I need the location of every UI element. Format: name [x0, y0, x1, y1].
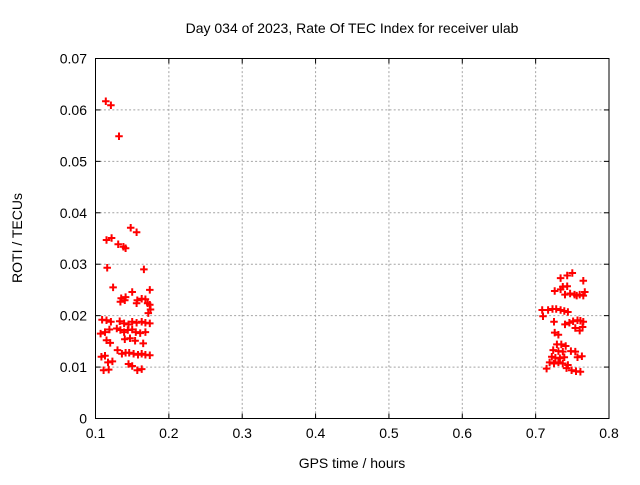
x-tick-label: 0.3 [232, 425, 252, 441]
data-point [132, 228, 141, 237]
data-point [564, 308, 572, 316]
data-point [141, 295, 150, 303]
data-point [559, 359, 567, 368]
data-point [121, 244, 130, 253]
data-point [132, 299, 141, 308]
data-point [556, 285, 565, 294]
plot-frame [95, 58, 610, 419]
data-point [565, 319, 574, 327]
x-axis-label: GPS time / hours [299, 455, 406, 471]
x-tick-label: 0.4 [306, 425, 326, 441]
data-point [571, 347, 580, 356]
y-axis-label: ROTI / TECUs [9, 193, 25, 283]
y-tick-label: 0.03 [60, 256, 87, 272]
data-point [144, 309, 153, 317]
data-point [126, 334, 134, 343]
y-tick-label: 0 [79, 411, 87, 427]
data-point [581, 288, 589, 296]
data-point [563, 271, 571, 280]
data-point [545, 358, 554, 367]
data-point [107, 101, 115, 110]
data-point [550, 287, 559, 295]
x-tick-label: 0.1 [86, 425, 106, 441]
data-point [554, 330, 563, 339]
data-point [101, 352, 109, 360]
tick-labels-layer: 0.1 0.2 0.3 0.4 0.5 0.6 0.7 0.8 0 0.01 0.02 0.03 0.0… [60, 51, 619, 442]
data-point [560, 353, 569, 362]
data-point [126, 223, 135, 232]
y-tick-label: 0.04 [60, 205, 87, 221]
data-point [141, 328, 150, 336]
data-point [103, 264, 111, 272]
data-point [578, 352, 586, 361]
data-point [102, 97, 110, 105]
data-points-layer [96, 97, 589, 376]
data-point [115, 132, 123, 140]
grid-layer [95, 58, 609, 419]
axis-ticks-layer [95, 58, 610, 419]
data-point [101, 328, 109, 336]
data-point [571, 324, 580, 332]
data-point [108, 357, 117, 366]
data-point [107, 234, 116, 242]
data-point [146, 319, 154, 328]
data-point [102, 236, 111, 244]
data-point [550, 318, 558, 326]
data-point [566, 289, 574, 298]
data-point [562, 364, 571, 372]
data-point [563, 282, 571, 291]
x-tick-label: 0.8 [599, 425, 619, 441]
data-point [115, 317, 124, 326]
x-tick-label: 0.6 [453, 425, 473, 441]
y-tick-label: 0.02 [60, 308, 87, 324]
plot-border [95, 58, 610, 419]
data-point [109, 283, 117, 292]
data-point [114, 240, 122, 248]
x-tick-label: 0.7 [526, 425, 546, 441]
data-point [102, 316, 111, 325]
data-point [575, 326, 584, 335]
data-point [140, 265, 148, 274]
data-point [579, 276, 588, 285]
data-point [128, 288, 136, 296]
data-point [128, 362, 136, 370]
data-point [139, 339, 147, 348]
y-tick-label: 0.01 [60, 359, 87, 375]
x-tick-label: 0.5 [379, 425, 399, 441]
y-tick-label: 0.07 [60, 51, 87, 67]
data-point [116, 298, 125, 306]
data-point [559, 347, 567, 356]
data-point [556, 274, 565, 282]
x-tick-label: 0.2 [159, 425, 179, 441]
data-point [542, 364, 551, 373]
y-tick-label: 0.05 [60, 153, 87, 169]
data-point [137, 365, 146, 373]
data-point [146, 286, 154, 294]
data-point [133, 366, 142, 374]
data-point [105, 325, 114, 334]
data-point [104, 365, 113, 374]
data-point [539, 312, 547, 320]
data-point [131, 337, 139, 345]
data-point [146, 351, 154, 359]
data-point [113, 346, 122, 354]
data-point [557, 340, 566, 349]
chart-title: Day 034 of 2023, Rate Of TEC Index for r… [186, 20, 519, 36]
data-point [106, 339, 114, 347]
data-point [561, 290, 569, 299]
data-point [576, 367, 585, 376]
data-point [554, 358, 563, 367]
data-point [568, 269, 577, 277]
data-point [96, 329, 105, 338]
y-tick-label: 0.06 [60, 102, 87, 118]
data-point [121, 296, 129, 304]
data-point [561, 342, 570, 350]
data-point [550, 359, 558, 368]
data-point [561, 320, 569, 329]
data-point [107, 318, 115, 326]
